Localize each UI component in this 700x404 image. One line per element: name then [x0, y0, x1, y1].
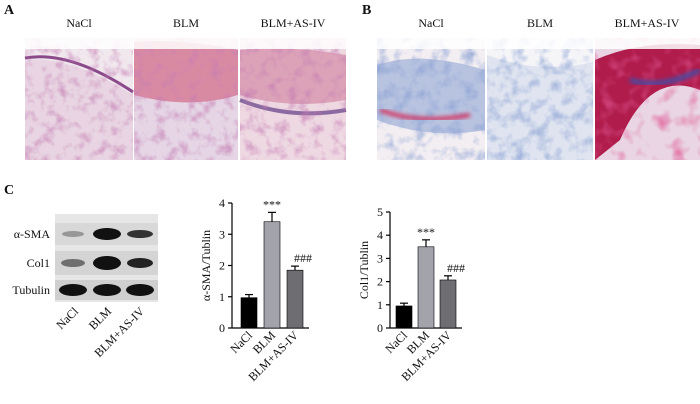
image-label: BLM+AS-IV [615, 16, 680, 30]
x-tick-label: NaCl [227, 328, 255, 356]
blot-row-label: Col1 [27, 256, 50, 270]
significance-label: *** [263, 197, 281, 211]
y-tick-label: 2 [219, 259, 225, 273]
bar [417, 246, 435, 329]
x-tick-label: NaCl [382, 328, 410, 356]
y-tick-label: 4 [377, 228, 383, 242]
western-blot [55, 214, 158, 302]
y-tick-label: 0 [377, 321, 383, 335]
blot-row-label: α-SMA [14, 227, 51, 241]
y-tick-label: 2 [377, 275, 383, 289]
histology-b [377, 38, 700, 160]
y-axis-label: Col1/Tublin [357, 241, 371, 299]
y-tick-label: 3 [219, 227, 225, 241]
blot-lane-label: BLM [86, 304, 115, 333]
significance-label: ### [294, 251, 312, 265]
image-label: BLM [527, 16, 553, 30]
y-tick-label: 1 [377, 298, 383, 312]
panel-label: A [4, 3, 15, 18]
bar [263, 221, 281, 329]
bar [395, 305, 413, 329]
blot-row-label: Tubulin [12, 283, 50, 297]
y-axis-label: α-SMA/Tublin [199, 230, 213, 301]
y-tick-label: 3 [377, 251, 383, 265]
image-label: BLM+AS-IV [261, 16, 326, 30]
bar [286, 269, 304, 329]
y-tick-label: 0 [219, 321, 225, 335]
image-label: BLM [173, 16, 199, 30]
y-tick-label: 4 [219, 196, 225, 210]
bar [240, 297, 258, 329]
panel-label: B [362, 3, 371, 18]
blot-lane-label: NaCl [53, 304, 81, 332]
bar [439, 279, 457, 329]
significance-label: *** [417, 225, 435, 239]
y-tick-label: 5 [377, 205, 383, 219]
histology-a [24, 38, 347, 160]
image-label: NaCl [418, 16, 444, 30]
image-label: NaCl [66, 16, 92, 30]
panel-label: C [4, 183, 14, 198]
y-tick-label: 1 [219, 290, 225, 304]
significance-label: ### [447, 261, 465, 275]
